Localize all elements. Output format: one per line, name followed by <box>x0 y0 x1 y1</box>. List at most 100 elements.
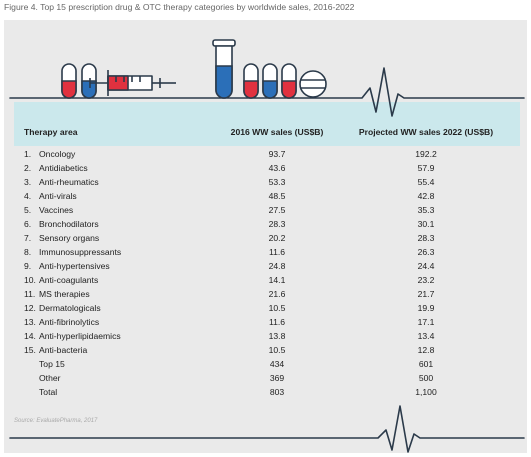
therapy-area-cell: 8. Immunosuppressants <box>24 245 206 259</box>
header-2022-sales: Projected WW sales 2022 (US$B) <box>358 127 494 137</box>
sales-2016-cell: 11.6 <box>268 317 286 327</box>
therapy-area-label: Anti-fibrinolytics <box>39 317 100 327</box>
row-number: 6. <box>24 219 32 229</box>
table-row: 15. Anti-bacteria 10.5 12.8 <box>24 343 504 357</box>
table-row: 6. Bronchodilators 28.3 30.1 <box>24 217 504 231</box>
sales-2016-cell: 803 <box>269 387 285 397</box>
sales-2016-cell: 21.6 <box>268 289 286 299</box>
table-row: 10. Anti-coagulants 14.1 23.2 <box>24 273 504 287</box>
table-row: 4. Anti-virals 48.5 42.8 <box>24 189 504 203</box>
therapy-area-label: MS therapies <box>39 289 90 299</box>
row-number: 14. <box>24 331 36 341</box>
row-number: 15. <box>24 345 36 355</box>
therapy-area-cell: 3. Anti-rheumatics <box>24 175 206 189</box>
sales-2022-cell: 24.4 <box>417 261 435 271</box>
therapy-area-cell: 12. Dermatologicals <box>24 301 206 315</box>
row-number: 4. <box>24 191 32 201</box>
therapy-area-label: Anti-coagulants <box>39 275 99 285</box>
table-row: 14. Anti-hyperlipidaemics 13.8 13.4 <box>24 329 504 343</box>
row-number: 13. <box>24 317 36 327</box>
heartbeat-line-icon <box>9 405 525 453</box>
table-row: 13. Anti-fibrinolytics 11.6 17.1 <box>24 315 504 329</box>
sales-2022-cell: 1,100 <box>415 387 437 397</box>
sales-2016-cell: 27.5 <box>268 205 286 215</box>
footer-heartbeat <box>9 405 525 453</box>
therapy-area-cell: 5. Vaccines <box>24 203 206 217</box>
row-number: 9. <box>24 261 32 271</box>
test-tube-icon <box>212 39 236 99</box>
pill-capsule-icon <box>81 63 97 99</box>
row-number: 5. <box>24 205 32 215</box>
pill-capsule-icon <box>243 63 259 99</box>
sales-2016-cell: 369 <box>269 373 285 383</box>
sales-2016-cell: 11.6 <box>268 247 286 257</box>
sales-2016-cell: 434 <box>269 359 285 369</box>
table-row: 8. Immunosuppressants 11.6 26.3 <box>24 245 504 259</box>
sales-2022-cell: 42.8 <box>417 191 435 201</box>
sales-2016-cell: 28.3 <box>268 219 286 229</box>
therapy-area-cell: 14. Anti-hyperlipidaemics <box>24 329 206 343</box>
sales-2022-cell: 21.7 <box>417 289 435 299</box>
sales-2022-cell: 13.4 <box>417 331 435 341</box>
table-row: 2. Antidiabetics 43.6 57.9 <box>24 161 504 175</box>
therapy-area-cell: 15. Anti-bacteria <box>24 343 206 357</box>
row-number: 2. <box>24 163 32 173</box>
header-2016-sales: 2016 WW sales (US$B) <box>230 127 324 137</box>
table-header-band <box>14 102 520 146</box>
sales-2022-cell: 500 <box>418 373 434 383</box>
therapy-area-label: Sensory organs <box>39 233 100 243</box>
therapy-area-label: Other <box>39 373 61 383</box>
therapy-area-label: Dermatologicals <box>39 303 101 313</box>
sales-2016-cell: 48.5 <box>268 191 286 201</box>
table-row: 9. Anti-hypertensives 24.8 24.4 <box>24 259 504 273</box>
figure-title: Figure 4. Top 15 prescription drug & OTC… <box>4 2 355 12</box>
table-row: 7. Sensory organs 20.2 28.3 <box>24 231 504 245</box>
table-row: Total 803 1,100 <box>24 385 504 399</box>
therapy-area-label: Top 15 <box>39 359 65 369</box>
therapy-area-label: Antidiabetics <box>39 163 88 173</box>
row-number: 1. <box>24 149 32 159</box>
pharma-illustration <box>9 39 525 117</box>
sales-2022-cell: 192.2 <box>415 149 437 159</box>
therapy-area-cell: 11. MS therapies <box>24 287 206 301</box>
sales-2022-cell: 30.1 <box>417 219 435 229</box>
therapy-area-cell: 9. Anti-hypertensives <box>24 259 206 273</box>
therapy-area-cell: 7. Sensory organs <box>24 231 206 245</box>
sales-2016-cell: 93.7 <box>268 149 286 159</box>
sales-2016-cell: 14.1 <box>268 275 286 285</box>
row-number: 8. <box>24 247 32 257</box>
sales-2016-cell: 13.8 <box>268 331 286 341</box>
therapy-area-label: Anti-hypertensives <box>39 261 110 271</box>
sales-2016-cell: 24.8 <box>268 261 286 271</box>
pill-capsule-icon <box>61 63 77 99</box>
therapy-area-label: Immunosuppressants <box>39 247 122 257</box>
row-number: 10. <box>24 275 36 285</box>
table-row: Top 15 434 601 <box>24 357 504 371</box>
sales-2022-cell: 35.3 <box>417 205 435 215</box>
sales-2022-cell: 57.9 <box>417 163 435 173</box>
sales-2022-cell: 17.1 <box>417 317 435 327</box>
sales-2016-cell: 53.3 <box>268 177 286 187</box>
row-number: 12. <box>24 303 36 313</box>
sales-2016-cell: 43.6 <box>268 163 286 173</box>
therapy-area-cell: 1. Oncology <box>24 147 206 161</box>
therapy-area-label: Anti-virals <box>39 191 77 201</box>
therapy-area-cell: 13. Anti-fibrinolytics <box>24 315 206 329</box>
therapy-area-cell: Other <box>24 371 206 385</box>
therapy-area-cell: 2. Antidiabetics <box>24 161 206 175</box>
therapy-area-label: Anti-hyperlipidaemics <box>39 331 121 341</box>
heartbeat-line-icon <box>9 67 525 117</box>
therapy-area-cell: Total <box>24 385 206 399</box>
row-number: 11. <box>24 289 36 299</box>
sales-2016-cell: 10.5 <box>268 303 286 313</box>
sales-2016-cell: 10.5 <box>268 345 286 355</box>
therapy-sales-table: Therapy area 2016 WW sales (US$B) Projec… <box>24 125 504 399</box>
table-row: 1. Oncology 93.7 192.2 <box>24 147 504 161</box>
pill-capsule-icon <box>281 63 297 99</box>
sales-2016-cell: 20.2 <box>268 233 286 243</box>
therapy-area-label: Vaccines <box>39 205 74 215</box>
row-number: 3. <box>24 177 32 187</box>
sales-2022-cell: 26.3 <box>417 247 435 257</box>
sales-2022-cell: 601 <box>418 359 434 369</box>
pill-tablet-icon <box>299 70 327 98</box>
